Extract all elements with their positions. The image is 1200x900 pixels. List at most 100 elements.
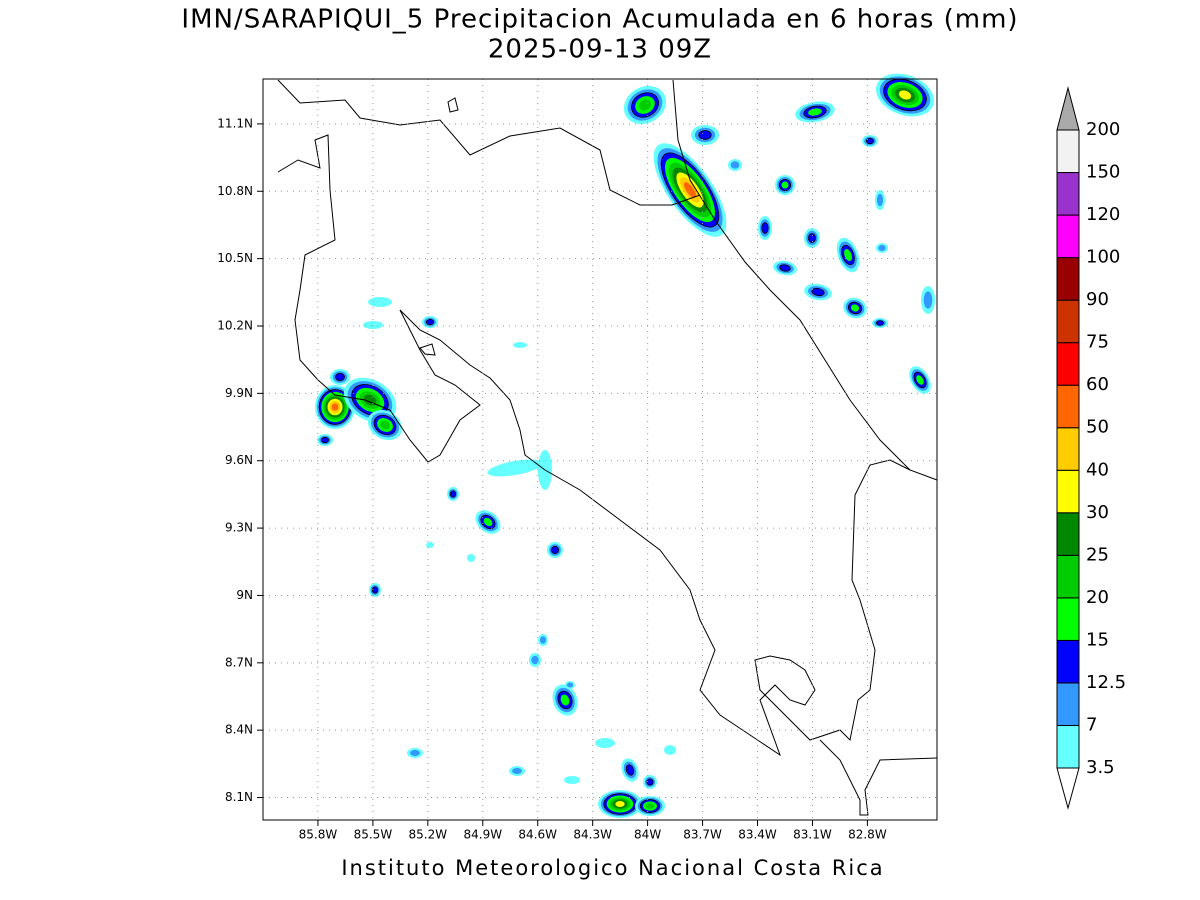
y-tick-label: 10.2N: [217, 319, 253, 333]
y-tick-label: 9.9N: [225, 386, 253, 400]
precip-contour: [876, 193, 884, 207]
coastlines: [277, 79, 938, 816]
precip-contour: [371, 586, 379, 594]
colorbar-label: 90: [1086, 289, 1109, 310]
precip-contour: [761, 222, 769, 234]
map-frame: [262, 78, 938, 821]
colorbar-box: [1056, 384, 1080, 429]
precip-contour: [566, 682, 574, 688]
colorbar-label: 40: [1086, 459, 1109, 480]
precip-contour: [539, 636, 547, 644]
colorbar-box: [1056, 682, 1080, 726]
precip-contour: [487, 459, 543, 477]
colorbar-label: 20: [1086, 587, 1109, 608]
precip-contour: [898, 90, 912, 100]
colorbar-box: [1056, 214, 1080, 259]
precip-contour: [380, 420, 390, 430]
y-tick-label: 11.1N: [217, 116, 253, 130]
subtitle: 2025-09-13 09Z: [488, 35, 712, 65]
x-tick-label: 84.3W: [573, 828, 612, 842]
precip-contour: [625, 764, 635, 776]
precip-contour: [335, 373, 345, 381]
precip-contour: [811, 287, 825, 297]
colorbar-label: 200: [1086, 119, 1120, 140]
colorbar-box: [1056, 299, 1080, 344]
lake-outline: [447, 97, 459, 113]
x-tick-label: 83.7W: [683, 828, 722, 842]
colorbar-label: 100: [1086, 247, 1120, 268]
precip-contour: [595, 738, 615, 748]
colorbar-box: [1056, 129, 1080, 174]
precip-contour: [683, 182, 697, 198]
colorbar-box: [1056, 257, 1080, 301]
colorbar-label: 75: [1086, 332, 1109, 353]
y-tick-label: 8.1N: [225, 790, 253, 804]
colorbar-label: 7: [1086, 714, 1097, 735]
precip-contour: [513, 342, 527, 348]
colorbar-box: [1056, 512, 1080, 556]
precip-contour: [512, 767, 522, 775]
colorbar-under: [1056, 767, 1080, 810]
y-tick-label: 9N: [236, 588, 253, 602]
precip-contour: [866, 137, 874, 145]
x-tick-label: 85.8W: [299, 828, 338, 842]
y-tick-label: 9.6N: [225, 453, 253, 467]
precip-contour: [916, 375, 924, 385]
y-tick-label: 10.5N: [217, 251, 253, 265]
colorbar-box: [1056, 724, 1080, 769]
precip-contour: [730, 161, 740, 169]
precip-contour: [426, 318, 434, 326]
x-tick-label: 83.4W: [738, 828, 777, 842]
precip-contour: [426, 542, 434, 548]
y-tick-label: 9.3N: [225, 521, 253, 535]
precip-contour: [638, 99, 652, 111]
precip-contour: [321, 436, 329, 444]
colorbar-box: [1056, 554, 1080, 599]
precip-field: [315, 73, 935, 818]
colorbar-box: [1056, 469, 1080, 514]
footer: Instituto Meteorologico Nacional Costa R…: [341, 856, 884, 880]
precip-contour: [808, 108, 822, 116]
y-tick-label: 8.4N: [225, 723, 253, 737]
colorbar-label: 15: [1086, 629, 1109, 650]
precip-contour: [560, 694, 570, 706]
precip-contour: [844, 248, 852, 262]
precip-contour: [615, 801, 625, 807]
y-tick-label: 10.8N: [217, 184, 253, 198]
axes: 85.8W 85.5W 85.2W 84.9W 84.6W 84.3W 84W 83.7W 83…: [217, 79, 937, 842]
colorbar-box: [1056, 639, 1080, 684]
x-tick-label: 85.2W: [409, 828, 448, 842]
precip-contour: [779, 264, 791, 272]
precip-contour: [923, 291, 933, 309]
precip-contour: [645, 803, 655, 809]
precip-contour: [781, 181, 789, 189]
precip-contour: [331, 403, 339, 411]
precip-contour: [808, 233, 816, 243]
x-tick-label: 82.8W: [848, 828, 887, 842]
precip-contour: [646, 778, 654, 786]
colorbar-label: 3.5: [1086, 757, 1115, 778]
colorbar-label: 60: [1086, 374, 1109, 395]
precip-contour: [698, 130, 712, 140]
colorbar-label: 30: [1086, 502, 1109, 523]
precip-contour: [467, 554, 475, 562]
colorbar-label: 150: [1086, 162, 1120, 183]
colorbar-label: 12.5: [1086, 672, 1126, 693]
x-tick-label: 84W: [634, 828, 661, 842]
title: IMN/SARAPIQUI_5 Precipitacion Acumulada …: [181, 5, 1018, 35]
island-outline: [419, 343, 436, 356]
colorbar-over: [1056, 86, 1080, 131]
colorbar-label: 120: [1086, 204, 1120, 225]
precip-contour: [368, 297, 392, 307]
x-tick-label: 83.1W: [793, 828, 832, 842]
coastline: [819, 739, 938, 816]
colorbar-label: 50: [1086, 417, 1109, 438]
colorbar-label: 25: [1086, 544, 1109, 565]
precip-contour: [564, 776, 580, 784]
precip-contour: [449, 490, 457, 498]
precip-contour: [410, 749, 420, 757]
precip-contour: [551, 546, 559, 554]
colorbar: 3.5 7 12.5 15 20 25 30 40 50 60 75 90 100 120 150 200: [1056, 86, 1126, 810]
x-tick-label: 84.9W: [463, 828, 502, 842]
precip-contour: [664, 745, 676, 755]
